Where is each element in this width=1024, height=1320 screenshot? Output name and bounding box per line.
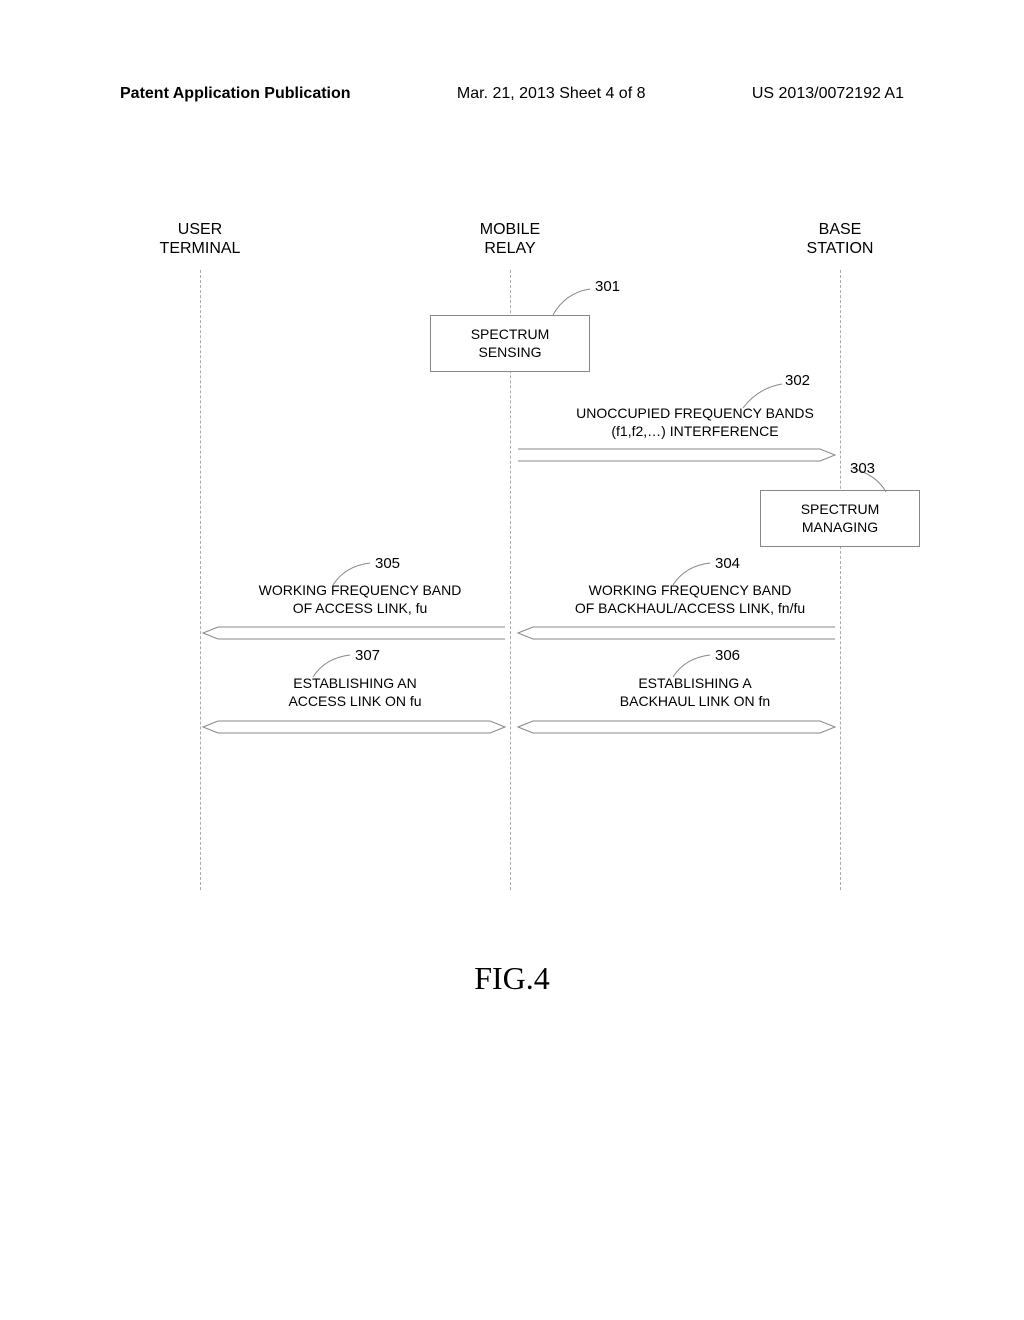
lane-title-line: TERMINAL bbox=[160, 240, 241, 257]
lifeline-user-terminal bbox=[200, 270, 201, 890]
ref-number-306: 306 bbox=[715, 647, 740, 664]
ref-number-301: 301 bbox=[595, 278, 620, 295]
arrow-left-icon bbox=[200, 624, 510, 644]
header-publication-label: Patent Application Publication bbox=[120, 85, 351, 103]
ref-number-307: 307 bbox=[355, 647, 380, 664]
ref-number-304: 304 bbox=[715, 555, 740, 572]
sequence-diagram: USER TERMINAL MOBILE RELAY BASE STATION … bbox=[120, 220, 900, 900]
header-sheet-info: Mar. 21, 2013 Sheet 4 of 8 bbox=[457, 85, 646, 103]
message-text-line: OF BACKHAUL/ACCESS LINK, fn/fu bbox=[575, 600, 805, 616]
header-doc-number: US 2013/0072192 A1 bbox=[752, 85, 904, 103]
page-header: Patent Application Publication Mar. 21, … bbox=[120, 85, 904, 103]
box-label-line: SPECTRUM bbox=[471, 326, 550, 342]
arrow-left-icon bbox=[515, 624, 840, 644]
message-text-line: OF ACCESS LINK, fu bbox=[293, 600, 428, 616]
ref-number-302: 302 bbox=[785, 372, 810, 389]
lane-header-mobile-relay: MOBILE RELAY bbox=[460, 220, 560, 258]
message-text-line: ACCESS LINK ON fu bbox=[288, 693, 421, 709]
ref-number-303: 303 bbox=[850, 460, 875, 477]
lane-title-line: MOBILE bbox=[480, 221, 540, 238]
lane-title-line: USER bbox=[178, 221, 222, 238]
figure-caption: FIG.4 bbox=[0, 960, 1024, 997]
box-label-line: SENSING bbox=[478, 344, 541, 360]
arrow-double-icon bbox=[200, 718, 510, 738]
lane-header-user-terminal: USER TERMINAL bbox=[150, 220, 250, 258]
arrow-right-icon bbox=[515, 446, 840, 466]
lane-title-line: BASE bbox=[819, 221, 862, 238]
ref-number-305: 305 bbox=[375, 555, 400, 572]
lane-title-line: STATION bbox=[807, 240, 874, 257]
box-label-line: SPECTRUM bbox=[801, 501, 880, 517]
message-text-line: BACKHAUL LINK ON fn bbox=[620, 693, 770, 709]
box-label-line: MANAGING bbox=[802, 519, 878, 535]
message-text-line: (f1,f2,…) INTERFERENCE bbox=[611, 423, 778, 439]
lane-header-base-station: BASE STATION bbox=[790, 220, 890, 258]
lane-title-line: RELAY bbox=[484, 240, 535, 257]
lifeline-base-station bbox=[840, 270, 841, 890]
arrow-double-icon bbox=[515, 718, 840, 738]
